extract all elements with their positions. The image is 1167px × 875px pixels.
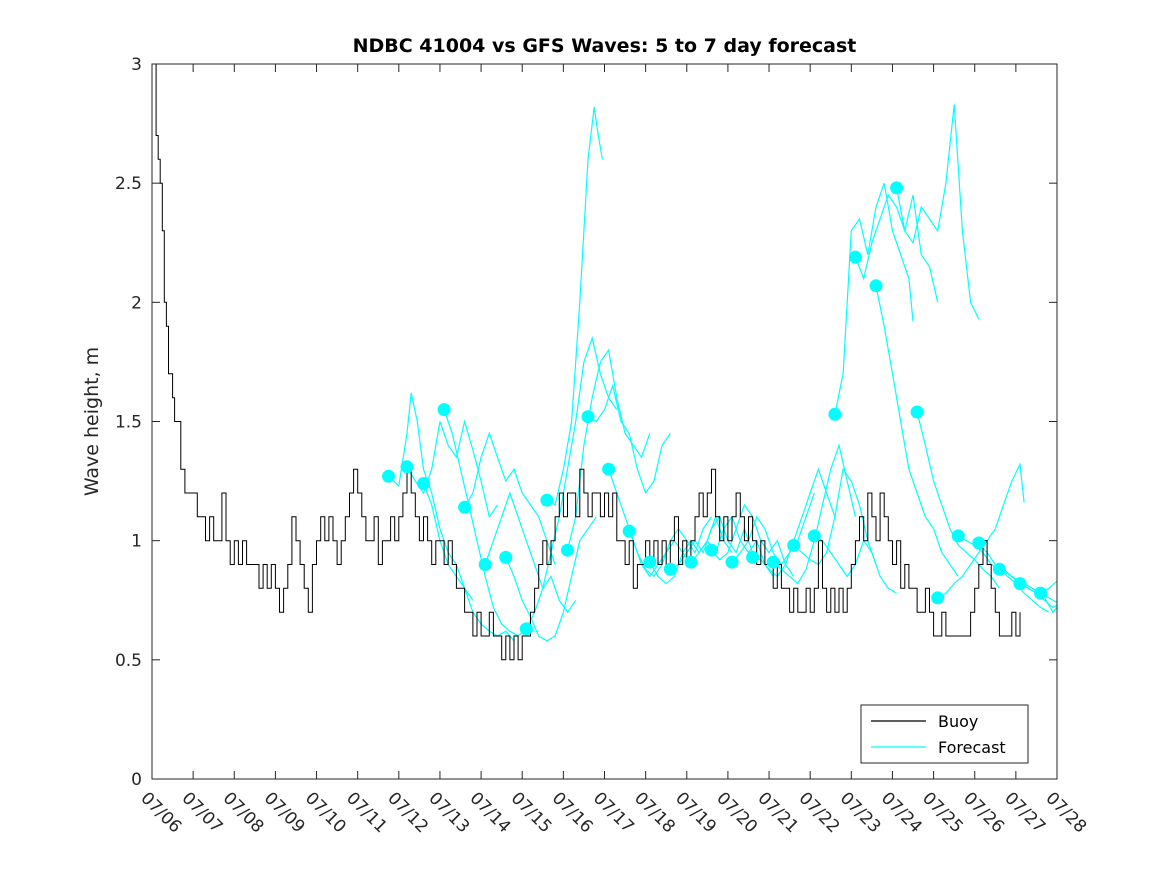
y-tick-label: 1.5 [115,413,142,433]
forecast-marker [478,558,492,571]
forecast-marker [382,469,395,483]
legend-label: Buoy [938,712,978,731]
legend-label: Forecast [938,738,1006,757]
y-axis-label: Wave height, m [81,347,103,496]
forecast-marker [417,477,430,490]
forecast-run-line [854,193,939,303]
forecast-marker [725,555,739,569]
forecast-run-line [422,483,515,642]
forecast-marker [663,562,677,576]
forecast-marker [766,555,780,569]
forecast-marker [828,407,842,421]
forecast-run-line [916,411,1000,589]
forecast-run-line [731,492,815,566]
forecast-marker [910,405,924,419]
forecast-run-line [875,285,959,577]
forecast-marker [951,529,965,543]
y-tick-label: 0 [131,770,142,790]
forecast-run-line [525,335,618,630]
buoy-line [154,64,1021,661]
y-tick-label: 2 [131,293,142,313]
forecast-run-line [608,469,692,578]
forecast-marker [1013,577,1027,591]
forecast-run-line [669,515,754,570]
forecast-marker [931,591,945,605]
forecast-marker [684,555,698,569]
plot-area [152,64,1057,779]
forecast-marker [890,181,904,195]
forecast-marker [807,529,821,543]
legend: Buoy Forecast [860,704,1029,764]
forecast-run-line [834,183,914,415]
forecast-run-line [587,383,671,495]
forecast-marker [705,543,718,557]
forecast-marker [643,555,657,569]
forecast-marker [972,536,986,550]
forecast-run-line [896,104,980,320]
forecast-marker [992,562,1006,576]
forecast-marker [787,538,801,552]
y-tick-label: 1 [131,532,142,552]
y-tick-label: 0.5 [115,651,142,671]
forecast-run-line [484,491,577,614]
forecast-marker [561,543,574,557]
forecast-marker [622,524,636,538]
forecast-run-line [546,106,603,506]
legend-box [860,704,1029,764]
y-tick-label: 2.5 [115,174,142,194]
forecast-marker [602,462,616,476]
forecast-marker [746,550,760,564]
forecast-marker [458,500,472,514]
forecast-marker [499,550,513,564]
forecast-marker [581,410,595,424]
chart-title: NDBC 41004 vs GFS Waves: 5 to 7 day fore… [353,35,857,57]
forecast-marker [848,250,862,264]
chart-marks [154,64,1057,661]
forecast-marker [1034,586,1047,600]
forecast-marker [400,460,414,474]
forecast-run-line [464,431,556,565]
forecast-run-line [999,568,1057,594]
y-tick-label: 3 [131,55,142,75]
forecast-run-line [406,419,498,519]
forecast-marker [540,493,554,507]
forecast-run-line [505,516,597,642]
forecast-run-line [443,409,535,637]
forecast-marker [519,622,533,636]
forecast-marker [869,279,883,293]
forecast-marker [437,403,451,417]
